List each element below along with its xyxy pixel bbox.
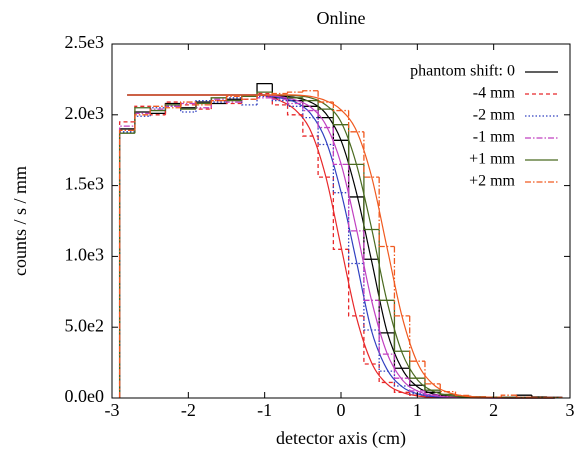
histogram-step: [439, 394, 456, 398]
histogram-step: [363, 131, 380, 178]
x-axis-label: detector axis (cm): [276, 428, 406, 449]
histogram-step: [241, 97, 258, 106]
legend-label: -2 mm: [473, 107, 516, 124]
histogram-step: [286, 91, 303, 94]
histogram-step: [424, 361, 441, 385]
histogram-step: [118, 131, 135, 398]
histogram-step: [393, 246, 410, 317]
y-tick-label: 1.0e3: [65, 245, 105, 265]
y-tick-label: 0.0e0: [65, 386, 105, 406]
histogram-step: [118, 128, 135, 398]
histogram-step: [286, 99, 303, 105]
histogram-step: [515, 395, 532, 398]
histogram-step: [439, 390, 456, 396]
y-tick-label: 2.0e3: [65, 103, 105, 123]
histogram-step: [378, 229, 395, 301]
histogram-step: [347, 124, 364, 166]
histogram-step: [424, 378, 441, 391]
x-tick-label: -3: [105, 400, 120, 420]
y-tick-label: 1.5e3: [65, 174, 105, 194]
histogram-step: [454, 391, 471, 397]
histogram-step: [332, 127, 349, 166]
histogram-step: [409, 351, 425, 379]
histogram-step: [378, 177, 395, 248]
histogram-step: [347, 140, 364, 198]
histogram-step: [317, 90, 334, 103]
histogram-step: [363, 230, 380, 301]
histogram-step: [302, 106, 319, 119]
legend-label: +1 mm: [469, 151, 515, 168]
y-tick-label: 2.5e3: [65, 32, 105, 52]
histogram-step: [332, 177, 349, 250]
histogram-step: [241, 95, 258, 101]
histogram-step: [470, 395, 487, 398]
series: [118, 90, 563, 399]
histogram-step: [302, 97, 319, 102]
histogram-step: [332, 102, 349, 112]
legend-label: -1 mm: [473, 129, 516, 146]
histogram-step: [118, 121, 135, 398]
histogram-step: [164, 101, 181, 115]
histogram-step: [393, 354, 410, 379]
histogram-step: [409, 385, 425, 395]
histogram-step: [332, 109, 349, 126]
x-tick-label: 1: [413, 400, 422, 420]
histogram-step: [134, 114, 151, 131]
x-tick-label: 3: [566, 400, 575, 420]
histogram-step: [271, 97, 288, 100]
histogram-step: [210, 99, 227, 105]
histogram-step: [118, 129, 135, 398]
histogram-step: [363, 164, 380, 231]
histogram-step: [363, 315, 380, 365]
histogram-step: [409, 378, 425, 392]
histogram-step: [317, 110, 334, 129]
histogram-step: [500, 394, 517, 398]
histogram-step: [149, 111, 166, 115]
histogram-step: [134, 105, 151, 122]
histogram-step: [164, 104, 181, 111]
histogram-step: [347, 192, 364, 265]
histogram-step: [531, 395, 548, 398]
x-tick-label: 2: [489, 400, 498, 420]
histogram-step: [378, 364, 395, 384]
legend-label: phantom shift: 0: [410, 63, 515, 80]
histogram-step: [317, 136, 334, 178]
histogram-step: [424, 390, 441, 396]
histogram-step: [118, 125, 135, 398]
legend-label: +2 mm: [469, 173, 515, 190]
histogram-step: [149, 105, 166, 115]
histogram-step: [302, 103, 319, 112]
histogram-step: [409, 315, 425, 362]
histogram-step: [439, 383, 456, 393]
histogram-step: [347, 249, 364, 317]
histogram-step: [286, 104, 303, 116]
histogram-step: [317, 100, 334, 110]
y-axis-label: counts / s / mm: [10, 166, 30, 276]
histogram-step: [256, 94, 273, 100]
histogram-step: [393, 371, 410, 387]
chart-title: Online: [317, 8, 366, 28]
histogram-step: [164, 106, 181, 109]
histogram-step: [302, 90, 319, 93]
x-tick-label: -1: [257, 400, 272, 420]
histogram-step: [302, 114, 319, 137]
histogram-step: [118, 132, 135, 398]
x-tick-label: 0: [337, 400, 346, 420]
y-tick-label: 5.0e2: [65, 315, 105, 335]
histogram-step: [271, 92, 288, 95]
histogram-step: [393, 300, 410, 352]
histogram-step: [286, 94, 303, 99]
x-tick-label: -2: [181, 400, 196, 420]
histogram-step: [195, 102, 212, 106]
legend-label: -4 mm: [473, 85, 516, 102]
histogram-step: [180, 101, 196, 108]
histogram-step: [241, 96, 258, 100]
histogram-step: [134, 115, 151, 132]
histogram-step: [347, 164, 364, 232]
histogram-step: [347, 110, 364, 133]
histogram-step: [225, 95, 242, 101]
